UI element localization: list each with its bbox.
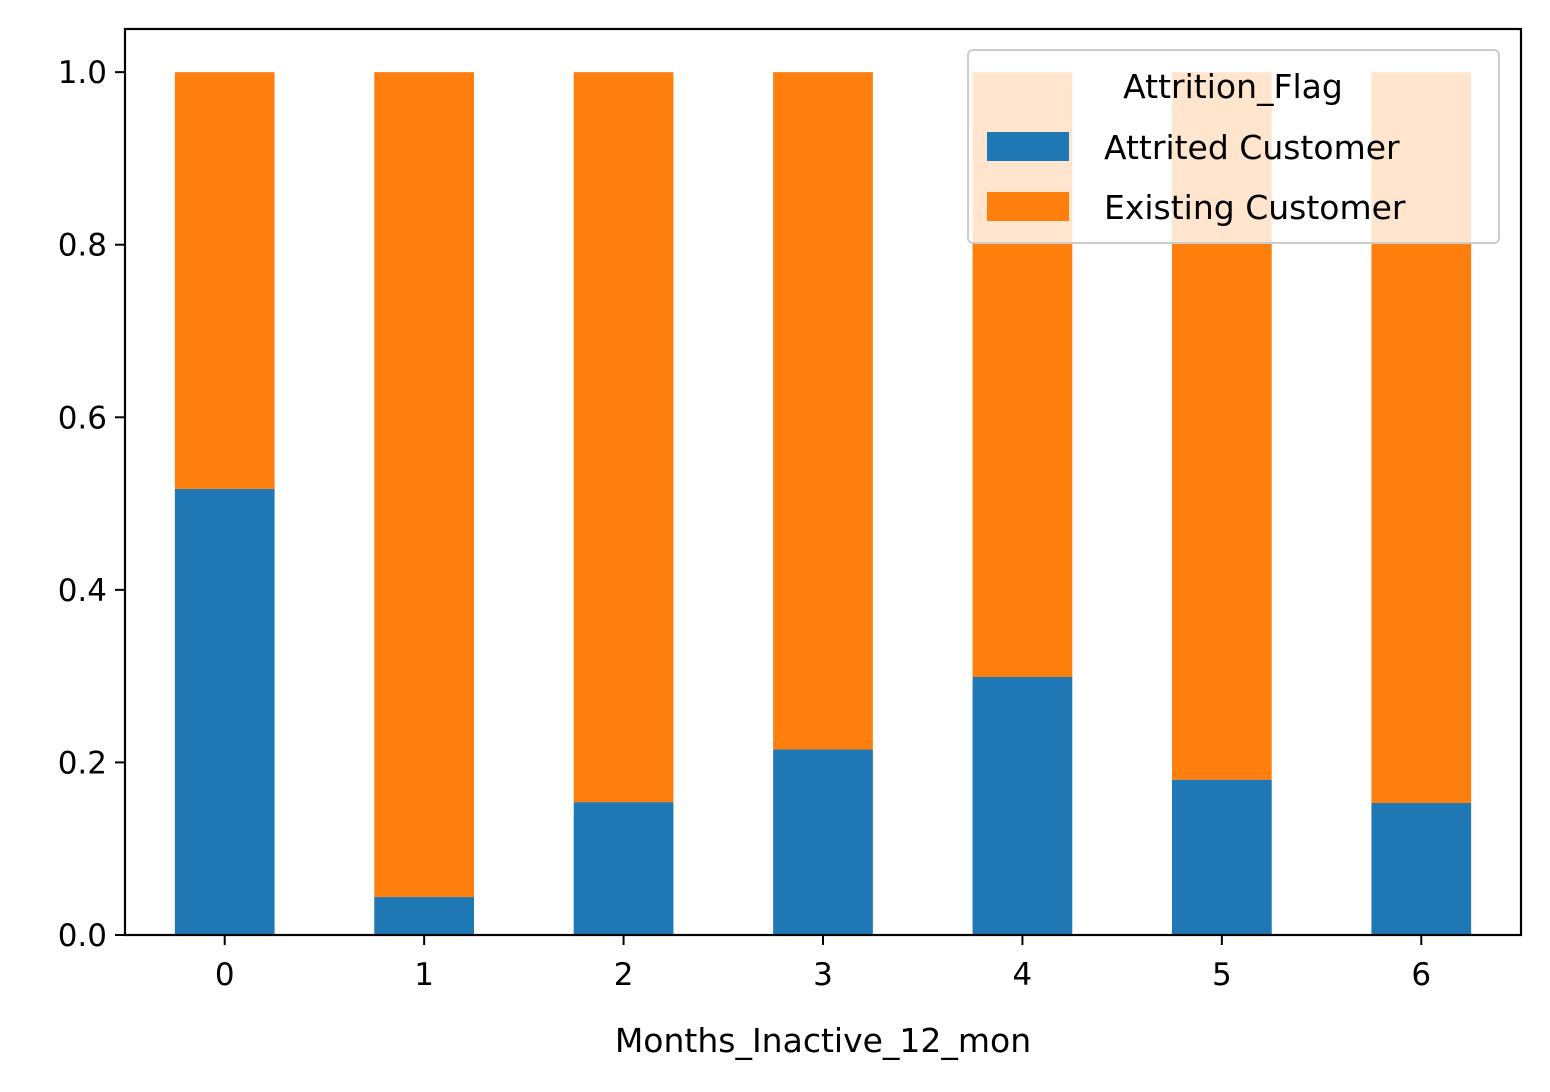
x-tick-label: 0 <box>215 957 235 993</box>
x-tick-label: 4 <box>1013 957 1033 993</box>
legend: Attrition_Flag Attrited Customer Existing… <box>967 49 1500 244</box>
bar-existing-1 <box>374 72 474 898</box>
bar-existing-0 <box>174 72 275 489</box>
x-tick-label: 3 <box>813 957 833 993</box>
y-tick-label: 0.4 <box>58 573 107 609</box>
legend-title: Attrition_Flag <box>1123 67 1343 106</box>
bars-layer <box>174 72 1472 935</box>
bar-attrited-0 <box>174 488 275 935</box>
y-tick-label: 0.6 <box>58 400 107 436</box>
legend-label-attrited: Attrited Customer <box>1104 128 1400 167</box>
legend-label-existing: Existing Customer <box>1104 188 1406 227</box>
y-tick-label: 0.2 <box>58 745 107 781</box>
x-tick-label: 5 <box>1212 957 1232 993</box>
bar-attrited-5 <box>1172 779 1272 935</box>
legend-swatch-attrited <box>987 132 1069 161</box>
bar-attrited-4 <box>972 677 1073 935</box>
y-tick-label: 0.0 <box>58 918 107 954</box>
x-tick-label: 6 <box>1411 957 1431 993</box>
x-ticks: 0 1 2 3 4 5 6 <box>215 935 1431 993</box>
bar-existing-3 <box>773 72 873 750</box>
bar-attrited-1 <box>374 897 474 935</box>
x-tick-label: 2 <box>614 957 634 993</box>
bar-attrited-2 <box>573 802 674 935</box>
x-tick-label: 1 <box>414 957 434 993</box>
legend-box <box>967 49 1500 244</box>
y-tick-label: 0.8 <box>58 228 107 264</box>
x-axis-label: Months_Inactive_12_mon <box>615 1021 1031 1060</box>
legend-entries: Attrited Customer Existing Customer <box>987 128 1406 227</box>
y-ticks: 0.0 0.2 0.4 0.6 0.8 1.0 <box>58 55 125 954</box>
y-tick-label: 1.0 <box>58 55 107 91</box>
legend-swatch-existing <box>987 192 1069 221</box>
bar-attrited-6 <box>1371 802 1472 935</box>
bar-attrited-3 <box>773 749 873 935</box>
bar-existing-2 <box>573 72 674 803</box>
